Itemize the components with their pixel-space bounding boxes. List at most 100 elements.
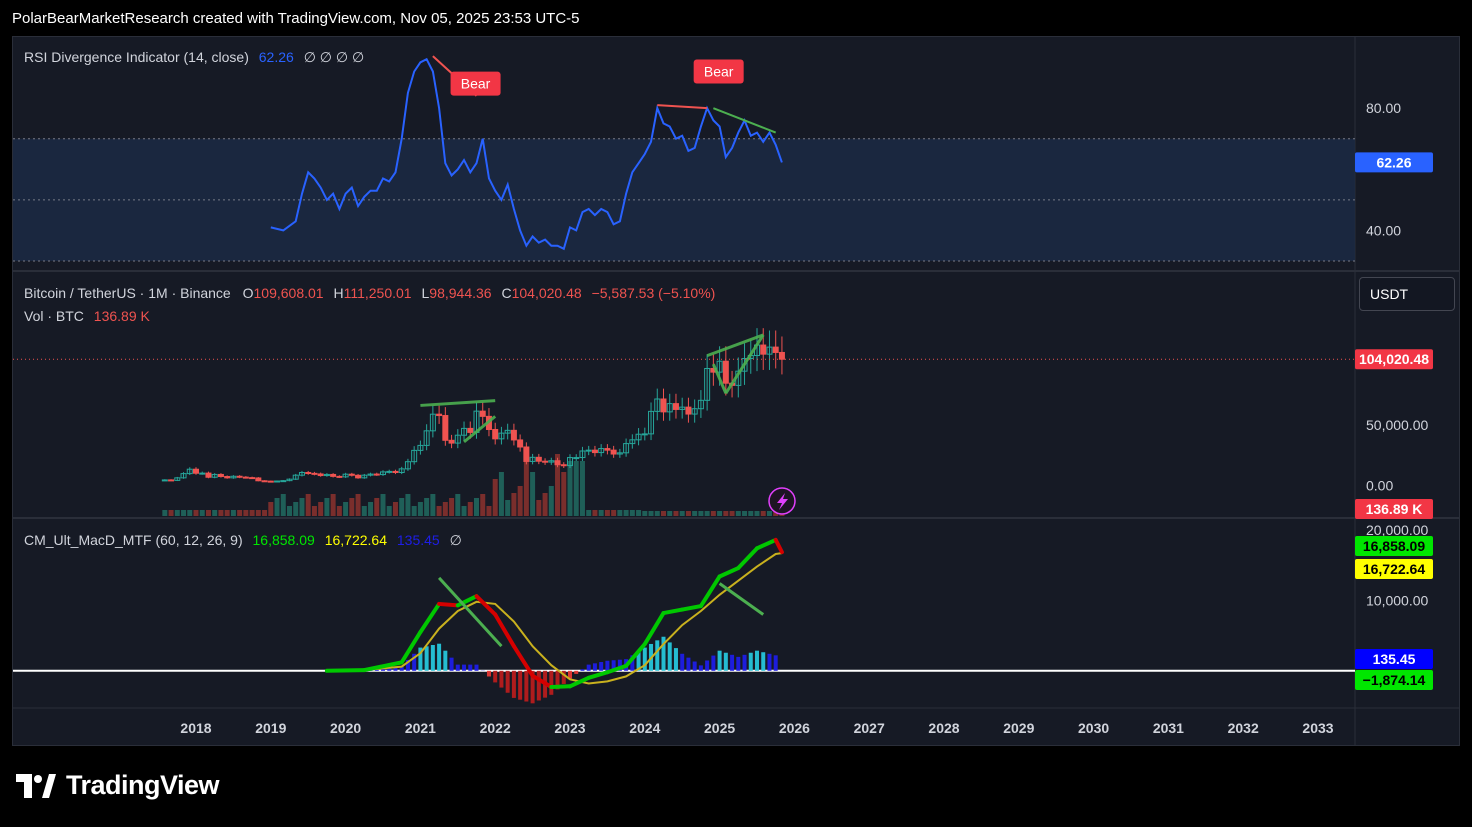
volume-bar [579,461,585,516]
candle-body [242,476,249,479]
candle-body [255,477,262,482]
macd-histogram-bar [443,650,448,671]
volume-bar [399,498,405,516]
time-axis-tick: 2029 [1003,720,1034,736]
price-y-tick: 0.00 [1366,478,1393,494]
volume-bar [561,472,567,516]
macd-histogram-bar [736,656,741,671]
candle-body [361,474,368,479]
macd-divergence-line [437,576,503,648]
volume-bar [704,511,710,516]
rsi-panel[interactable]: 80.00 40.00 Bear Bear 62.26 [13,55,1433,262]
macd-line-segment [624,642,647,668]
volume-bar [318,502,324,516]
volume-bar [205,510,211,516]
candle-body [548,460,555,463]
volume-bar [717,511,723,516]
price-panel[interactable]: 150,000.0050,000.000.00104,020.48136.89 … [13,295,1436,519]
macd-histogram-bar [655,640,660,671]
volume-bar [461,506,467,516]
volume-bar [162,510,168,516]
macd-signal-value: 16,722.64 [324,532,387,548]
rsi-extra: ∅ ∅ ∅ ∅ [303,49,365,65]
volume-bar [498,472,504,516]
volume-bar [230,510,236,516]
candle-body [342,473,349,478]
time-axis-tick: 2024 [629,720,660,736]
currency-unit-button[interactable]: USDT [1359,277,1455,311]
macd-histogram-bar [468,664,473,671]
macd-panel[interactable]: 20,000.00 10,000.00 16,858.09 16,722.64 135.… [13,522,1433,704]
candle-body [685,406,692,415]
bear-label: Bear [704,63,734,79]
candle-body [292,474,299,480]
volume-bar [255,510,261,516]
candle-body [411,449,418,463]
rsi-line [270,57,783,251]
candle-body [355,474,362,479]
candle-body [373,473,380,476]
macd-line-segment [530,673,554,689]
volume-legend[interactable]: Vol · BTC 136.89 K [24,308,156,324]
volume-bar [636,510,642,516]
candle-body [504,429,511,434]
candle-body [429,413,436,432]
candle-body [604,448,611,451]
macd-histogram-bar [642,647,647,671]
high-label: H [333,285,344,301]
macd-histogram-bar [748,652,753,671]
candle-body [691,408,698,415]
volume-bar [168,510,174,516]
tradingview-logo-icon [16,773,56,798]
tradingview-logo[interactable]: TradingView [16,770,220,801]
lightning-icon-glyph [777,493,788,510]
macd-line-segment [418,601,442,635]
volume-bar [735,511,741,516]
time-axis-tick: 2031 [1153,720,1184,736]
volume-bar [742,511,748,516]
close-value: 104,020.48 [511,285,582,301]
macd-signal-last-label-bg [1355,559,1433,579]
volume-bar [299,498,305,516]
volume-bar [542,493,548,516]
candle-body [336,475,343,478]
macd-legend[interactable]: CM_Ult_MacD_MTF (60, 12, 26, 9) 16,858.0… [24,532,468,549]
candle-body [298,472,305,476]
rsi-legend[interactable]: RSI Divergence Indicator (14, close) 62.… [24,49,370,66]
volume-bar [268,502,274,516]
open-label: O [242,285,254,301]
macd-histogram-bar [730,654,735,671]
macd-histogram-bar [692,661,697,671]
time-axis[interactable]: 2018 2019 2020 2021 2022 2023 2024 2025 2026 2027… [180,720,1333,736]
macd-divergence-line [718,582,765,616]
volume-bar [511,493,517,516]
candle-body [766,346,773,355]
price-legend[interactable]: Bitcoin / TetherUS · 1M · Binance O109,6… [24,285,721,301]
macd-line-segment [493,612,516,649]
volume-bar [505,500,511,516]
rsi-last-label: 62.26 [1376,154,1411,170]
volume-bar [748,511,754,516]
candle-body [585,449,592,452]
volume-bar [424,498,430,516]
macd-line-segment [399,630,423,665]
pattern-line [706,333,764,358]
macd-hist-value: 135.45 [396,532,440,548]
volume-bar [710,511,716,516]
volume-bar [311,506,317,516]
candle-body [205,472,212,478]
macd-line-segment [736,546,759,571]
candle-body [367,473,374,476]
macd-histogram-bar [611,660,616,671]
macd-histogram-bar [418,647,423,671]
macd-histogram-bar [561,670,566,684]
macd-last-label-bg [1355,536,1433,556]
candle-body [249,477,256,480]
candle-body [186,468,193,475]
last-price-label: 104,020.48 [1359,351,1429,367]
time-axis-tick: 2030 [1078,720,1109,736]
candle-body [498,432,505,440]
symbol-title[interactable]: Bitcoin / TetherUS · 1M · Binance [24,285,231,301]
